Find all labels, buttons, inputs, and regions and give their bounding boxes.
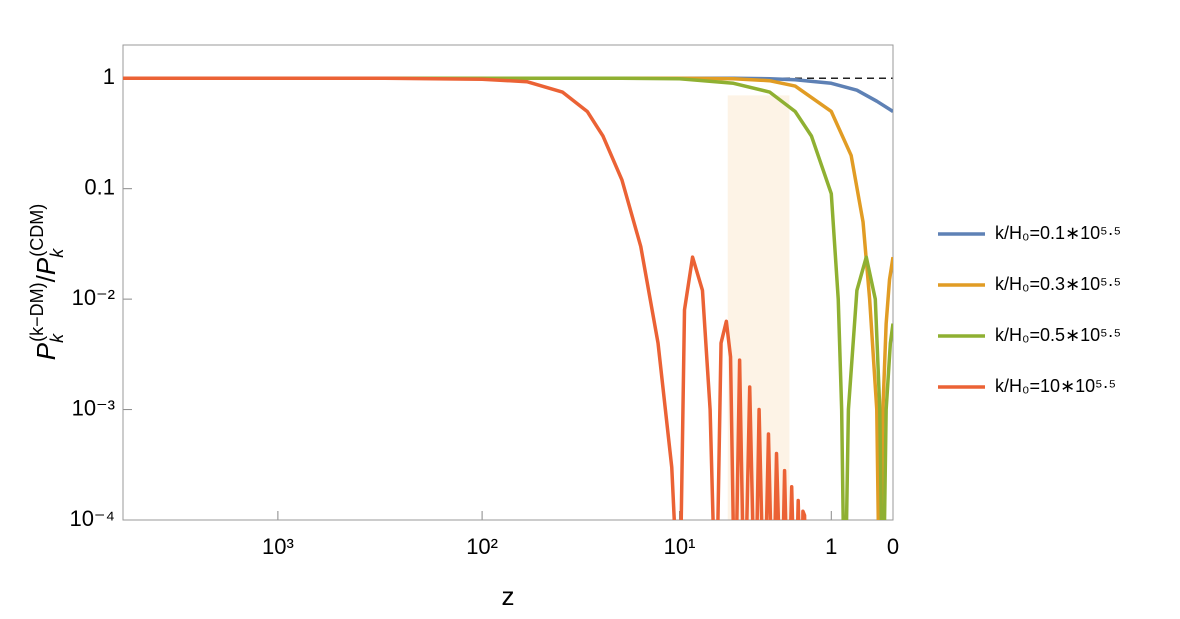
y-label-part: P bbox=[31, 342, 61, 360]
y-label-part: (k−DM) bbox=[27, 282, 47, 342]
y-tick-label: 1 bbox=[103, 64, 115, 89]
y-tick-label: 10⁻³ bbox=[72, 395, 115, 420]
y-axis-label: Pk(k−DM)/Pk(CDM) bbox=[27, 204, 67, 360]
y-tick-label: 10⁻² bbox=[72, 285, 115, 310]
y-label-part: P bbox=[31, 257, 61, 275]
series-line bbox=[123, 76, 807, 520]
series-line bbox=[123, 76, 893, 520]
y-label-part: / bbox=[31, 274, 61, 282]
x-tick-label: 1 bbox=[825, 534, 837, 559]
legend-label: k/H₀=10∗10⁵·⁵ bbox=[995, 376, 1116, 396]
y-label-part: k bbox=[47, 333, 67, 343]
y-tick-label: 0.1 bbox=[84, 174, 115, 199]
series-line bbox=[123, 76, 893, 520]
plot-frame bbox=[122, 44, 894, 521]
legend-label: k/H₀=0.1∗10⁵·⁵ bbox=[995, 223, 1121, 243]
legend-label: k/H₀=0.5∗10⁵·⁵ bbox=[995, 325, 1121, 345]
legend-label: k/H₀=0.3∗10⁵·⁵ bbox=[995, 274, 1121, 294]
x-tick-label: 0 bbox=[887, 534, 899, 559]
x-tick-label: 10² bbox=[466, 534, 498, 559]
x-tick-label: 10¹ bbox=[664, 534, 696, 559]
plot-area bbox=[123, 76, 893, 520]
x-tick-label: 10³ bbox=[262, 534, 294, 559]
y-tick-label: 10⁻⁴ bbox=[69, 506, 115, 531]
y-label-part: k bbox=[47, 248, 67, 258]
y-label-part: (CDM) bbox=[27, 204, 47, 257]
x-axis-label: z bbox=[502, 581, 515, 611]
